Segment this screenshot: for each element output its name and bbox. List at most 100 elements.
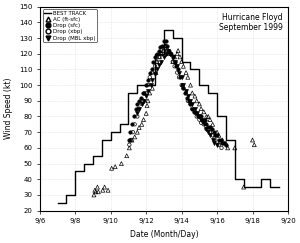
Point [199, 121, 203, 125]
Point [232, 146, 237, 150]
Point [222, 141, 226, 145]
Point [132, 122, 137, 126]
Point [167, 52, 172, 56]
Point [172, 60, 177, 63]
Point [163, 52, 168, 56]
Point [184, 71, 188, 75]
Point [192, 110, 197, 114]
Point [224, 143, 228, 147]
Point [154, 68, 159, 71]
Point [168, 52, 172, 56]
Point [132, 135, 137, 139]
Point [135, 112, 140, 115]
Point [194, 114, 199, 118]
Point [169, 52, 173, 56]
Point [185, 99, 190, 103]
Point [128, 138, 133, 142]
Point [149, 68, 154, 71]
Legend: BEST TRACK, AC (ft-sfc), Drop (sfc), Drop (xbp), Drop (MBL xbp): BEST TRACK, AC (ft-sfc), Drop (sfc), Dro… [43, 9, 98, 42]
Point [176, 68, 181, 71]
Point [153, 72, 158, 76]
Point [224, 141, 228, 145]
Point [210, 133, 215, 137]
Point [213, 133, 218, 137]
Point [177, 71, 182, 75]
Point [194, 112, 198, 115]
Point [206, 114, 211, 118]
Point [181, 83, 186, 87]
Point [168, 52, 172, 56]
Point [185, 75, 190, 79]
Point [144, 112, 148, 115]
Point [127, 146, 132, 150]
Point [156, 49, 161, 52]
Point [128, 130, 133, 134]
Point [113, 165, 118, 169]
Point [139, 96, 143, 100]
Point [206, 130, 211, 134]
Point [140, 102, 144, 106]
Point [153, 55, 158, 59]
Point [179, 75, 184, 79]
Point [210, 122, 215, 126]
Point [197, 118, 202, 122]
Point [102, 185, 107, 189]
Point [211, 130, 216, 134]
Point [212, 137, 217, 140]
Point [100, 188, 105, 192]
Point [150, 78, 155, 82]
Point [194, 99, 199, 103]
Point [241, 185, 246, 189]
Point [215, 143, 220, 147]
Point [130, 138, 134, 142]
Point [179, 83, 184, 87]
Point [172, 64, 177, 68]
Point [160, 49, 165, 52]
Point [166, 49, 171, 52]
Point [140, 91, 145, 95]
Point [201, 110, 206, 114]
Point [184, 91, 188, 95]
Point [130, 122, 134, 126]
Point [201, 122, 206, 126]
Point [215, 130, 220, 134]
Point [208, 118, 212, 122]
Point [135, 102, 140, 106]
Point [204, 114, 209, 118]
Point [202, 118, 207, 122]
Point [159, 60, 164, 63]
Point [193, 107, 197, 111]
Point [186, 99, 191, 103]
Point [163, 44, 168, 48]
Point [144, 83, 148, 87]
Point [145, 104, 149, 107]
Point [95, 185, 100, 189]
Point [184, 96, 189, 100]
Point [199, 118, 203, 122]
Point [172, 55, 177, 59]
Point [215, 133, 220, 137]
Point [154, 60, 159, 63]
Point [167, 49, 172, 52]
Point [197, 102, 202, 106]
Point [106, 188, 110, 192]
Point [146, 83, 150, 87]
Point [194, 112, 199, 115]
Point [146, 99, 150, 103]
Point [220, 138, 225, 142]
Point [199, 107, 203, 111]
Point [146, 78, 150, 82]
Point [208, 130, 212, 134]
Point [212, 141, 217, 145]
Point [208, 133, 212, 137]
Point [178, 55, 182, 59]
Point [150, 71, 155, 75]
Point [174, 64, 179, 68]
Point [218, 138, 223, 142]
Point [131, 114, 136, 118]
Point [154, 52, 159, 56]
Point [220, 141, 225, 145]
Point [216, 143, 221, 147]
Point [146, 89, 150, 93]
X-axis label: Date (Month/Day): Date (Month/Day) [130, 230, 198, 239]
